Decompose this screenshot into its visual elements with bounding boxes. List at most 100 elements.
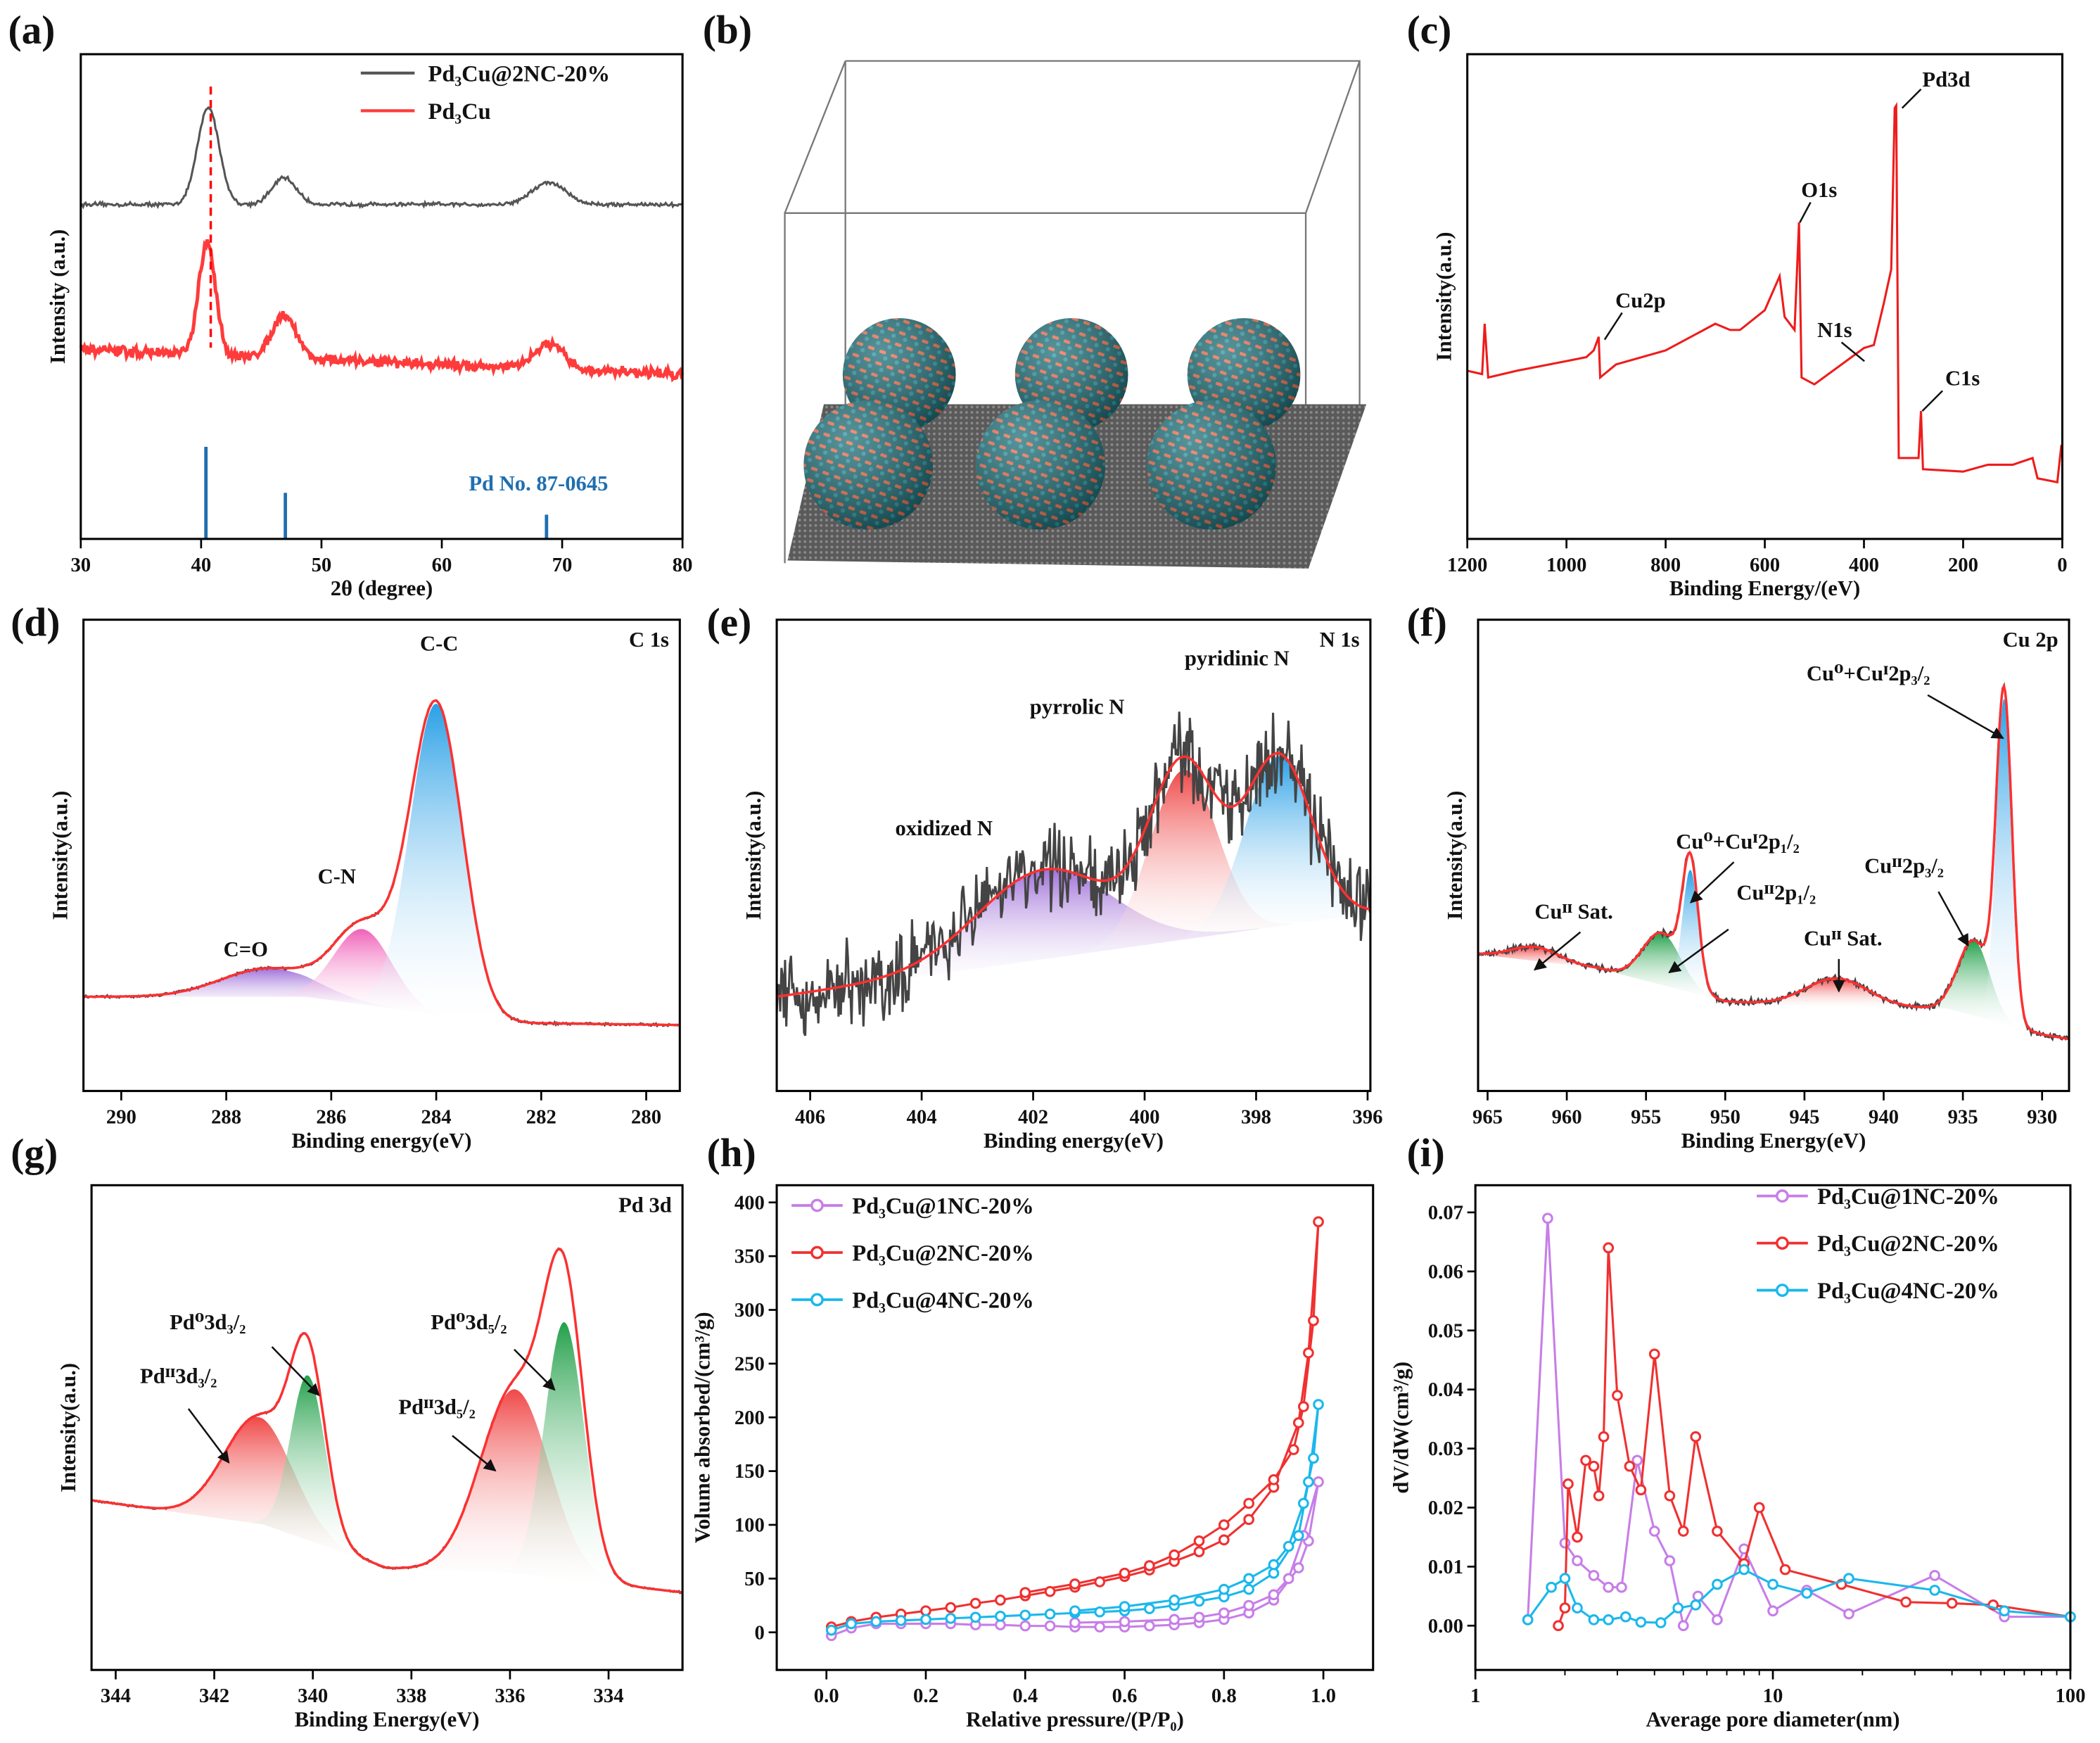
data-point bbox=[1572, 1531, 1583, 1543]
peak-annotation: C-N bbox=[318, 865, 356, 889]
data-point bbox=[1664, 1490, 1676, 1502]
legend-marker bbox=[1776, 1284, 1789, 1297]
data-point bbox=[1313, 1399, 1324, 1410]
chart-g: 344 342 340 338 336 334 Binding Energy(eV) Inte… bbox=[56, 1184, 684, 1732]
data-point bbox=[1559, 1602, 1571, 1614]
x-tick-label: 1200 bbox=[1447, 554, 1487, 576]
legend-marker bbox=[810, 1198, 824, 1212]
legend-marker bbox=[810, 1246, 824, 1260]
data-point bbox=[1019, 1620, 1031, 1632]
data-point bbox=[969, 1597, 981, 1609]
data-point bbox=[1753, 1502, 1765, 1514]
x-tick-label: 100 bbox=[2055, 1685, 2085, 1707]
fitted-envelope-line bbox=[1477, 683, 2070, 1041]
x-axis-title: Binding Energy/(eV) bbox=[1669, 576, 1860, 600]
x-tick-label: 1000 bbox=[1546, 554, 1586, 576]
data-point bbox=[1648, 1348, 1660, 1360]
data-point bbox=[895, 1615, 907, 1626]
panel-label-f: (f) bbox=[1407, 601, 1447, 645]
fitted-envelope-line bbox=[91, 1248, 683, 1594]
panel-label-g: (g) bbox=[11, 1132, 58, 1176]
data-point bbox=[1655, 1617, 1667, 1628]
data-point bbox=[1119, 1601, 1131, 1612]
annotation-arrow bbox=[1921, 390, 1944, 412]
x-tick-label: 0.4 bbox=[1012, 1685, 1038, 1707]
data-point bbox=[1648, 1526, 1660, 1537]
data-point bbox=[1268, 1559, 1280, 1571]
data-point bbox=[1672, 1602, 1684, 1614]
series-line-2 bbox=[79, 239, 685, 383]
x-axis-title: Binding Energy(eV) bbox=[295, 1708, 480, 1732]
data-point bbox=[1559, 1573, 1571, 1584]
x-tick-label: 965 bbox=[1472, 1105, 1503, 1128]
x-tick-label: 70 bbox=[552, 554, 573, 576]
peak-annotation: C-C bbox=[420, 632, 458, 656]
data-point bbox=[945, 1613, 957, 1624]
peak-annotation: oxidized N bbox=[895, 816, 993, 840]
data-point bbox=[1268, 1473, 1280, 1485]
data-point bbox=[1243, 1514, 1254, 1526]
y-tick-label: 0.07 bbox=[1428, 1201, 1463, 1224]
data-point bbox=[1308, 1452, 1319, 1464]
x-tick-label: 800 bbox=[1650, 554, 1681, 576]
legend-label: Pd₃Cu@1NC-20% bbox=[852, 1194, 1034, 1219]
x-tick-label: 288 bbox=[211, 1105, 241, 1128]
x-tick-label: 340 bbox=[298, 1685, 328, 1707]
data-point bbox=[1019, 1609, 1031, 1621]
plot-frame bbox=[82, 619, 681, 1092]
data-point bbox=[1619, 1611, 1631, 1623]
fitted-envelope-line bbox=[776, 752, 1371, 999]
data-point bbox=[1999, 1605, 2010, 1617]
data-point bbox=[1292, 1417, 1304, 1428]
panel-label-h: (h) bbox=[707, 1132, 756, 1176]
x-tick-label: 930 bbox=[2027, 1105, 2057, 1128]
x-tick-label: 282 bbox=[526, 1105, 556, 1128]
data-point bbox=[1603, 1581, 1615, 1593]
reference-label: Pd No. 87-0645 bbox=[469, 471, 608, 495]
data-point bbox=[1598, 1431, 1610, 1443]
data-point bbox=[1297, 1497, 1309, 1509]
data-point bbox=[1193, 1595, 1205, 1607]
data-point bbox=[1044, 1620, 1056, 1632]
data-point bbox=[1546, 1581, 1557, 1593]
simulation-box bbox=[784, 60, 1361, 566]
chart-i: 1 10 100 0.00 0.01 0.02 0.03 0.04 0.05 0.06 0.07 Av… bbox=[1389, 1184, 2085, 1732]
data-point bbox=[1542, 1212, 1553, 1224]
data-point bbox=[1843, 1573, 1854, 1584]
panel-label-a: (a) bbox=[8, 8, 55, 53]
annotation-arrow bbox=[452, 1435, 497, 1472]
data-point bbox=[1588, 1570, 1600, 1581]
y-tick-label: 300 bbox=[734, 1299, 765, 1321]
data-point bbox=[1580, 1454, 1591, 1466]
y-axis-title: Intensity(a.u.) bbox=[49, 791, 72, 920]
peak-annotation: C=O bbox=[224, 937, 268, 961]
y-tick-label: 0.02 bbox=[1428, 1497, 1463, 1519]
data-point bbox=[1946, 1597, 1958, 1609]
y-axis-title: Volume absorbed/(cm³/g) bbox=[690, 1312, 714, 1543]
data-point bbox=[1119, 1616, 1131, 1628]
data-point bbox=[1069, 1578, 1081, 1590]
x-tick-label: 200 bbox=[1948, 554, 1978, 576]
data-point bbox=[1144, 1560, 1155, 1571]
data-point bbox=[1612, 1390, 1623, 1401]
y-tick-label: 0.00 bbox=[1428, 1615, 1463, 1637]
x-axis-title: Binding energy(eV) bbox=[292, 1129, 472, 1153]
chart-d: 290 288 286 284 282 280 Binding energy(eV) Inte… bbox=[49, 619, 681, 1153]
data-point bbox=[1677, 1526, 1689, 1537]
peak-annotation: Cuᴵᴵ2p₁/₂ bbox=[1736, 881, 1816, 905]
x-tick-label: 940 bbox=[1869, 1105, 1899, 1128]
data-point bbox=[995, 1595, 1006, 1606]
x-tick-label: 10 bbox=[1763, 1685, 1783, 1707]
peak-annotation: C1s bbox=[1945, 367, 1980, 391]
annotation-arrow bbox=[1901, 88, 1922, 109]
y-tick-label: 100 bbox=[734, 1514, 765, 1537]
chart-c: 1200 1000 800 600 400 200 0 Binding Energy/(eV)… bbox=[1432, 53, 2068, 600]
data-point bbox=[1303, 1476, 1314, 1488]
x-tick-label: 1 bbox=[1470, 1685, 1480, 1707]
panel-label-c: (c) bbox=[1407, 8, 1452, 53]
annotation-arrow bbox=[1799, 201, 1812, 223]
y-tick-label: 400 bbox=[734, 1191, 765, 1214]
peak-annotation: Pdᴵᴵ3d₅/₂ bbox=[398, 1395, 475, 1419]
annotation-arrow bbox=[271, 1346, 320, 1397]
data-point bbox=[1308, 1314, 1319, 1326]
